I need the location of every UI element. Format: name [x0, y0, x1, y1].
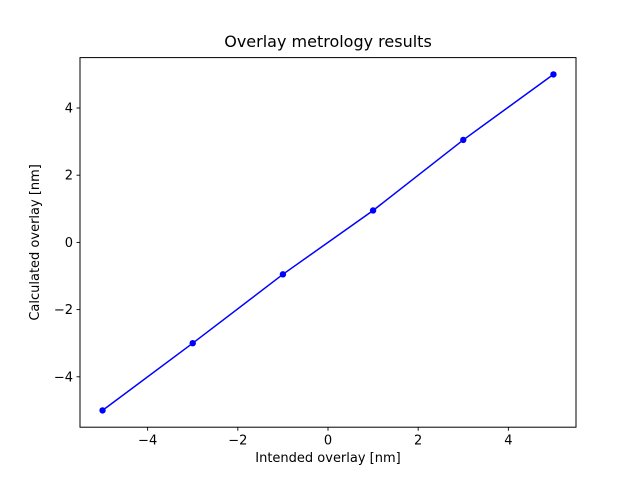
x-tick-label: −4	[138, 434, 157, 449]
y-axis-label: Calculated overlay [nm]	[28, 164, 43, 321]
data-line	[101, 73, 555, 412]
plot-border	[79, 57, 577, 428]
x-tick-label: −2	[228, 434, 247, 449]
x-axis-label: Intended overlay [nm]	[255, 451, 400, 466]
data-point	[550, 71, 557, 78]
x-tick-label: 2	[414, 434, 422, 449]
y-tick-label: 4	[65, 102, 73, 117]
x-tick-label: 4	[504, 434, 512, 449]
y-tick-label: −2	[54, 303, 73, 318]
y-tick-label: 2	[65, 169, 73, 184]
data-point	[279, 271, 287, 278]
data-point	[189, 340, 196, 347]
data-point	[99, 407, 106, 414]
y-tick-label: 0	[65, 236, 73, 251]
y-tick-label: −4	[54, 370, 73, 385]
x-tick-label: 0	[324, 434, 332, 449]
data-point	[460, 136, 467, 144]
plot-content: −4 −2 0 2 4 −4 −2 0 2 4	[54, 71, 557, 449]
data-point	[369, 207, 377, 214]
chart-title: Overlay metrology results	[224, 32, 432, 51]
